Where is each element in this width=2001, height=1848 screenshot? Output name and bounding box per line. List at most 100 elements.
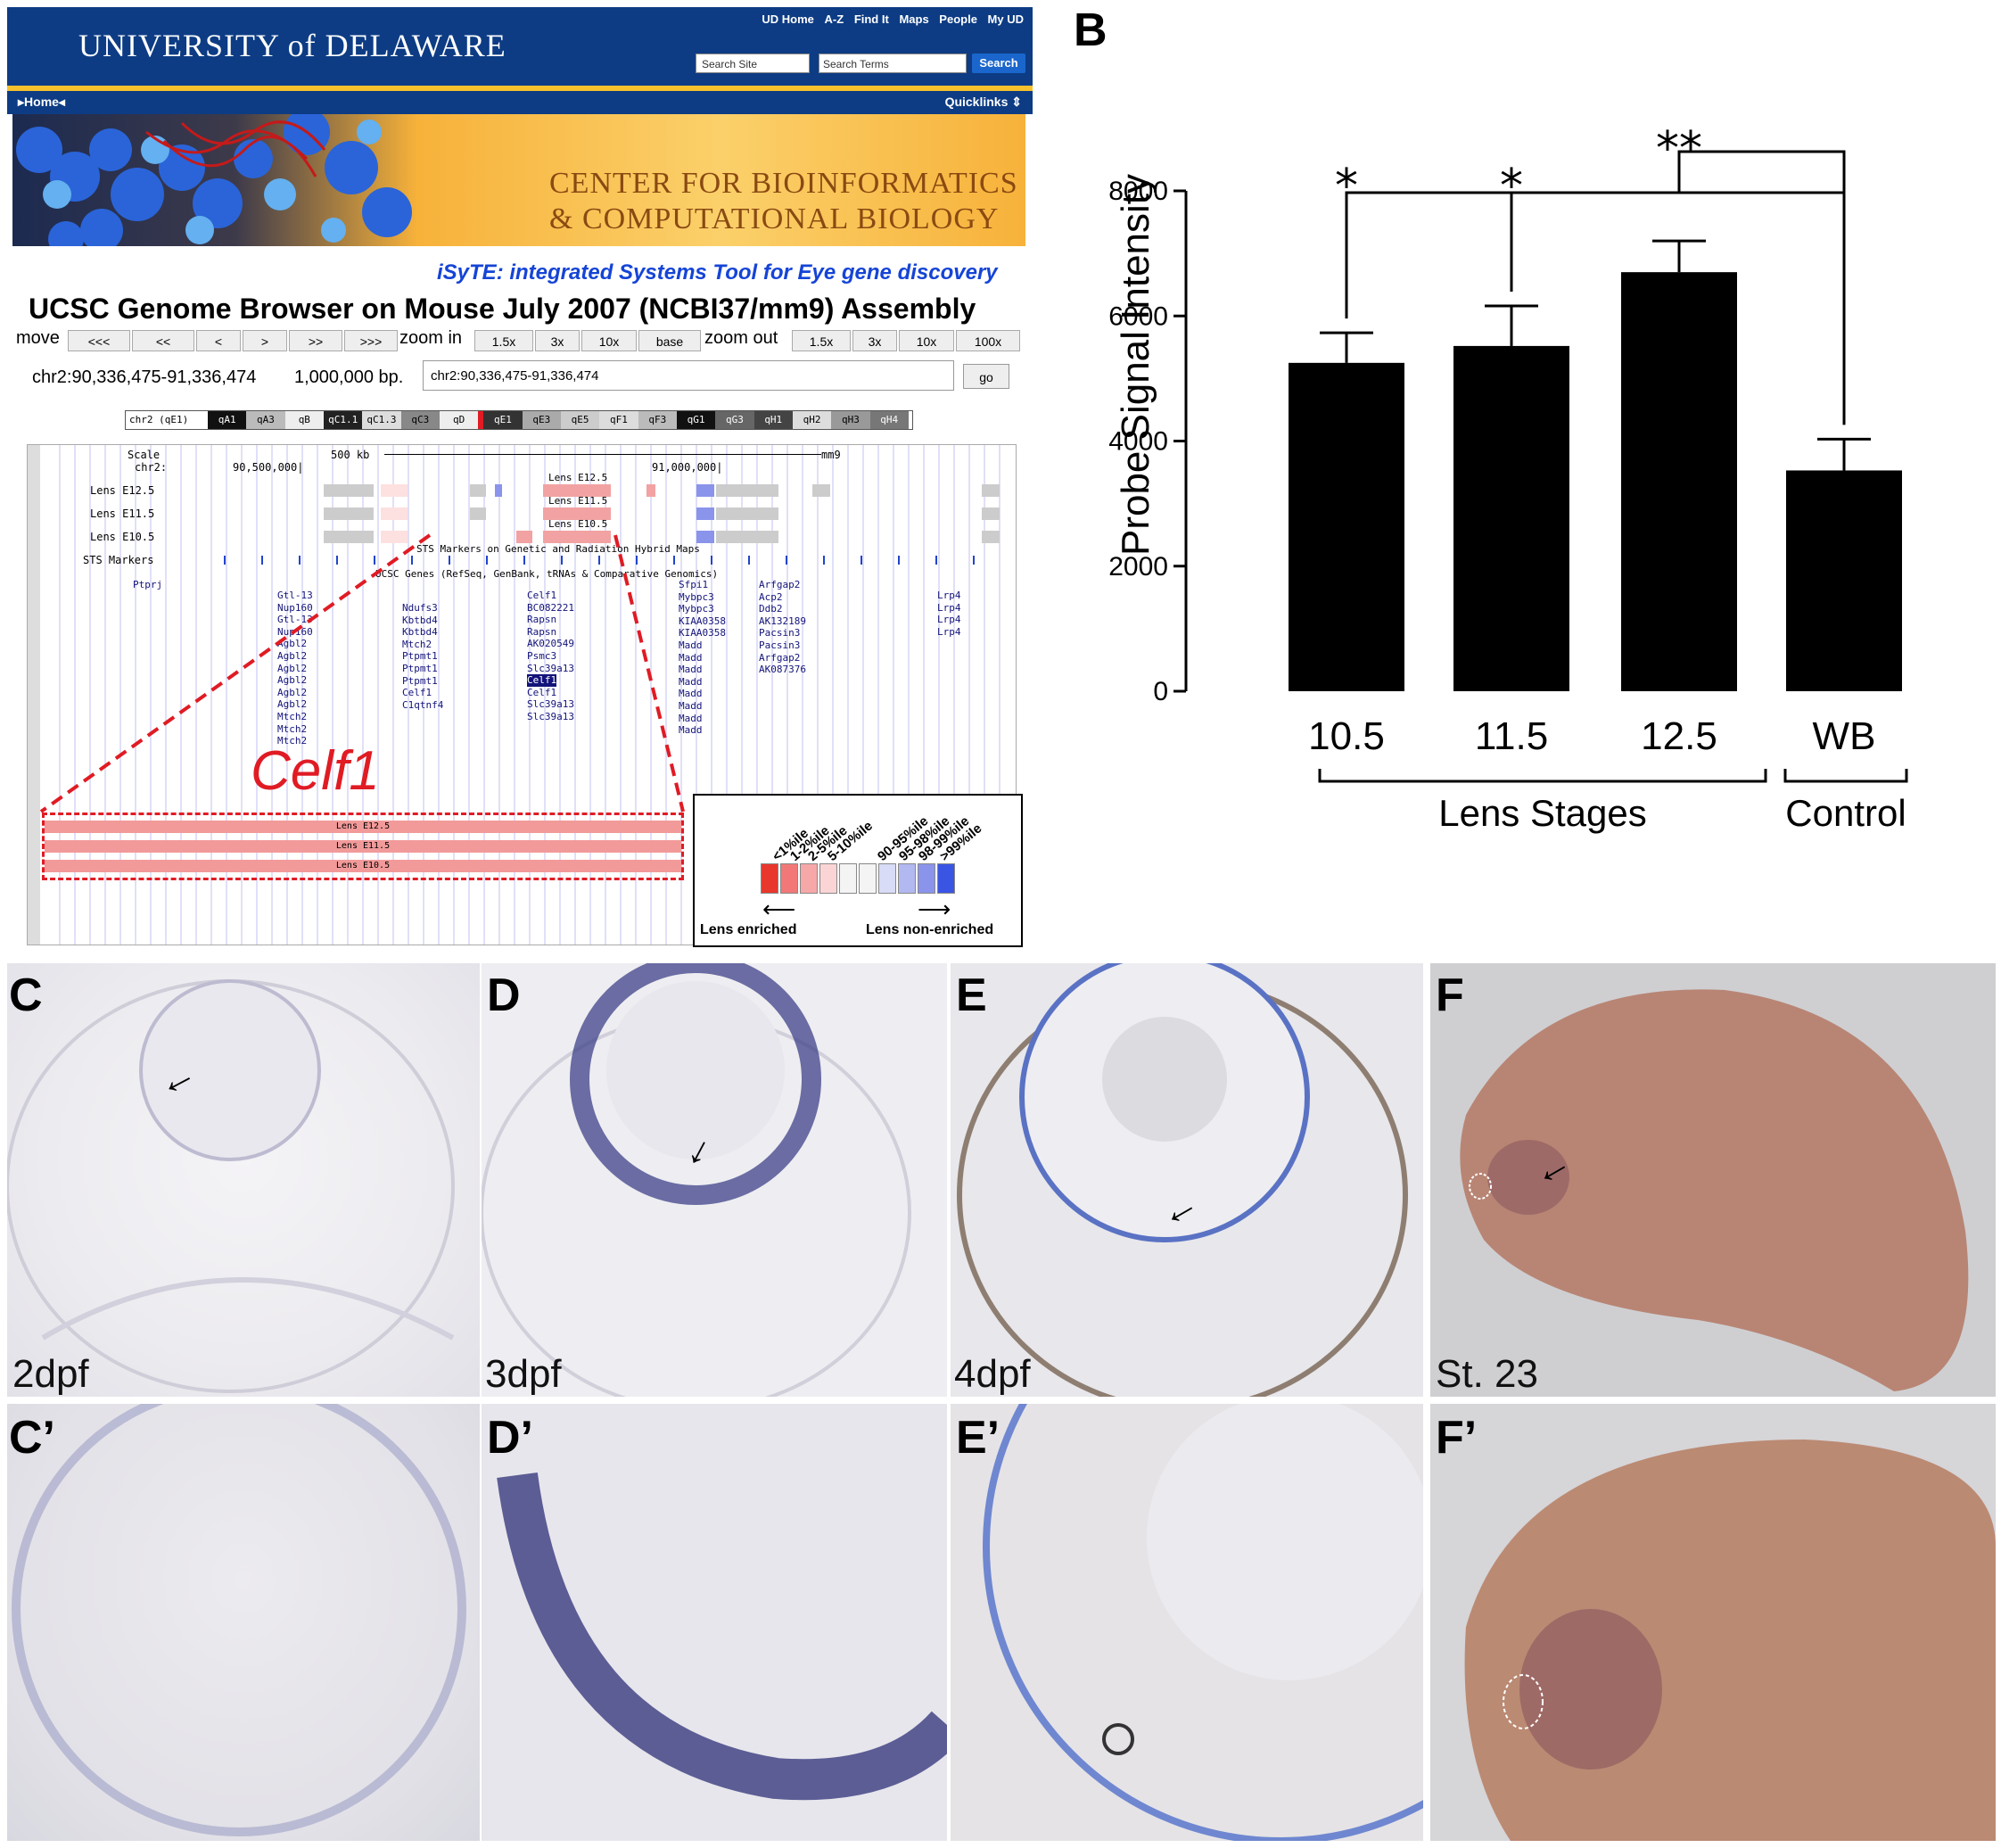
- gene-label[interactable]: Mybpc3: [679, 603, 714, 615]
- gene-label[interactable]: Madd: [679, 651, 703, 664]
- gene-label[interactable]: Slc39a13: [527, 698, 574, 711]
- gene-label[interactable]: Gtl-13: [277, 590, 313, 601]
- gene-label[interactable]: Agbl2: [277, 638, 308, 650]
- move-button[interactable]: >>>: [344, 330, 398, 351]
- track-label[interactable]: Lens E10.5: [90, 531, 155, 543]
- gene-label[interactable]: Arfgap2: [759, 579, 801, 590]
- gene-label[interactable]: KIAA0358: [679, 627, 726, 639]
- nav-link[interactable]: UD Home: [762, 12, 814, 26]
- gene-label[interactable]: Arfgap2: [759, 651, 801, 664]
- gene-label[interactable]: Slc39a13: [527, 662, 574, 674]
- zoom-out-button[interactable]: 1.5x: [792, 330, 851, 351]
- gene-label[interactable]: Psmc3: [527, 649, 557, 662]
- zoom-in-button[interactable]: 10x: [581, 330, 637, 351]
- significance-brackets: * ***: [1335, 122, 1846, 425]
- move-button[interactable]: <: [196, 330, 241, 351]
- gene-label[interactable]: Madd: [679, 664, 703, 676]
- move-button[interactable]: >>: [289, 330, 342, 351]
- gene-label[interactable]: Mtch2: [402, 638, 432, 650]
- gene-label[interactable]: Ptpmt1: [402, 650, 438, 663]
- gene-label[interactable]: Agbl2: [277, 649, 308, 662]
- gene-label[interactable]: Nup160: [277, 601, 313, 614]
- gene-label[interactable]: Kbtbd4: [402, 626, 438, 639]
- gene-label[interactable]: Mybpc3: [679, 590, 714, 603]
- gene-label[interactable]: Agbl2: [277, 674, 308, 687]
- expr-block: [646, 484, 655, 497]
- gene-label[interactable]: Ndufs3: [402, 602, 438, 614]
- home-link[interactable]: ▸Home◂: [18, 95, 65, 109]
- panel-f-prime-image: [1430, 1404, 1996, 1841]
- isyte-link[interactable]: iSyTE: integrated Systems Tool for Eye g…: [437, 260, 998, 285]
- gene-label[interactable]: Slc39a13: [527, 710, 574, 722]
- zoom-in-button[interactable]: 1.5x: [474, 330, 533, 351]
- gene-label[interactable]: Madd: [679, 724, 703, 737]
- gene-label[interactable]: Lrp4: [937, 625, 961, 638]
- track-label[interactable]: STS Markers: [83, 554, 154, 566]
- gene-label[interactable]: Kbtbd4: [402, 614, 438, 626]
- sts-subtitle: STS Markers on Genetic and Radiation Hyb…: [416, 543, 700, 555]
- gene-label[interactable]: AK020549: [527, 638, 574, 650]
- gene-label[interactable]: Ptprj: [133, 579, 163, 590]
- track-label[interactable]: Lens E11.5: [90, 507, 155, 520]
- search-site-select[interactable]: Search Site: [696, 54, 810, 73]
- gene-label[interactable]: Pacsin3: [759, 627, 801, 639]
- gene-label[interactable]: Mtch2: [277, 735, 308, 747]
- gene-label[interactable]: Lrp4: [937, 614, 961, 626]
- gene-label[interactable]: Madd: [679, 688, 703, 700]
- gene-label-highlighted[interactable]: Celf1: [527, 674, 557, 687]
- zoom-in-button[interactable]: base: [638, 330, 701, 351]
- zoom-out-button[interactable]: 100x: [956, 330, 1020, 351]
- gene-label[interactable]: Sfpi1: [679, 579, 709, 590]
- zoom-in-button[interactable]: 3x: [535, 330, 580, 351]
- gene-label[interactable]: AK132189: [759, 615, 806, 627]
- gene-label[interactable]: Celf1: [527, 590, 557, 601]
- zoom-out-button[interactable]: 3x: [852, 330, 897, 351]
- gene-label[interactable]: BC082221: [527, 601, 574, 614]
- gene-label[interactable]: Gtl-13: [277, 614, 313, 626]
- gene-label[interactable]: Ptpmt1: [402, 674, 438, 687]
- arrow-right-icon: ⟶: [918, 895, 951, 922]
- nav-link[interactable]: Find It: [853, 12, 889, 26]
- gene-label[interactable]: Rapsn: [527, 614, 557, 626]
- bar: [1289, 362, 1404, 691]
- gene-label[interactable]: Pacsin3: [759, 639, 801, 651]
- nav-link[interactable]: People: [939, 12, 977, 26]
- banner-line-1: CENTER FOR BIOINFORMATICS: [549, 167, 1018, 200]
- ideogram-band: qH2: [792, 411, 832, 429]
- track-label[interactable]: Lens E12.5: [90, 484, 155, 497]
- gene-label[interactable]: Acp2: [759, 590, 783, 603]
- nav-link[interactable]: A-Z: [824, 12, 844, 26]
- gene-label[interactable]: Ptpmt1: [402, 662, 438, 674]
- gene-label[interactable]: Lrp4: [937, 601, 961, 614]
- gene-label[interactable]: Agbl2: [277, 698, 308, 711]
- zoom-out-button[interactable]: 10x: [899, 330, 954, 351]
- nav-link[interactable]: Maps: [899, 12, 929, 26]
- gene-label[interactable]: Lrp4: [937, 590, 961, 601]
- gene-label[interactable]: Mtch2: [277, 722, 308, 735]
- gene-label[interactable]: Ddb2: [759, 603, 783, 615]
- move-button[interactable]: <<<: [68, 330, 130, 351]
- gene-label[interactable]: Celf1: [402, 687, 432, 699]
- gene-label[interactable]: Madd: [679, 699, 703, 712]
- search-terms-input[interactable]: Search Terms: [819, 54, 967, 73]
- nav-link[interactable]: My UD: [987, 12, 1024, 26]
- gene-label[interactable]: Rapsn: [527, 625, 557, 638]
- gene-label[interactable]: Mtch2: [277, 710, 308, 722]
- gene-label[interactable]: Madd: [679, 712, 703, 724]
- quicklinks-menu[interactable]: Quicklinks ⇕: [944, 95, 1022, 109]
- move-button[interactable]: <<: [132, 330, 194, 351]
- gene-label[interactable]: Agbl2: [277, 662, 308, 674]
- gene-label[interactable]: Celf1: [527, 686, 557, 698]
- go-button[interactable]: go: [963, 364, 1009, 389]
- gene-label[interactable]: C1qtnf4: [402, 698, 444, 711]
- position-input[interactable]: chr2:90,336,475-91,336,474: [423, 360, 954, 391]
- gene-label[interactable]: Madd: [679, 675, 703, 688]
- position-text: chr2:90,336,475-91,336,474: [32, 367, 257, 387]
- gene-label[interactable]: Agbl2: [277, 686, 308, 698]
- gene-label[interactable]: KIAA0358: [679, 615, 726, 627]
- search-button[interactable]: Search: [972, 54, 1025, 73]
- gene-label[interactable]: Madd: [679, 639, 703, 651]
- move-button[interactable]: >: [243, 330, 287, 351]
- gene-label[interactable]: AK087376: [759, 664, 806, 676]
- expr-block: [470, 507, 486, 520]
